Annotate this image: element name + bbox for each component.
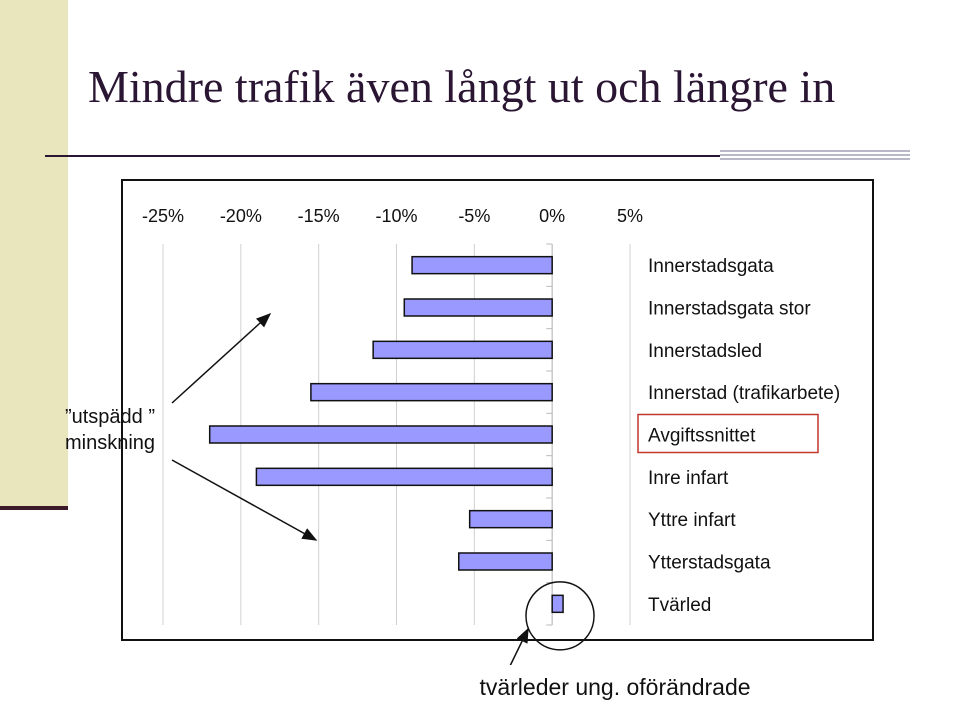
left-decor-band bbox=[0, 0, 68, 510]
title-divider-accent bbox=[720, 150, 910, 162]
bar bbox=[551, 594, 564, 614]
category-label: Avgiftssnittet bbox=[648, 426, 756, 447]
x-tick-label: 5% bbox=[617, 206, 643, 226]
x-tick-label: -15% bbox=[298, 206, 340, 226]
callout-line-1: ”utspädd ” bbox=[64, 406, 156, 428]
footer-arrow bbox=[509, 627, 529, 667]
x-tick-label: -5% bbox=[458, 206, 490, 226]
bar bbox=[310, 382, 553, 402]
category-label: Ytterstadsgata bbox=[648, 553, 771, 574]
category-label: Innerstadsgata bbox=[648, 256, 774, 277]
bar bbox=[255, 467, 553, 487]
category-label: Innerstadsled bbox=[648, 341, 762, 362]
x-tick-label: -25% bbox=[142, 206, 184, 226]
category-label: Inre infart bbox=[648, 468, 729, 489]
category-label: Innerstadsgata stor bbox=[648, 299, 811, 320]
callout-label: ”utspädd ” minskning bbox=[40, 404, 180, 456]
highlight-box bbox=[637, 413, 819, 454]
category-label: Innerstad (trafikarbete) bbox=[648, 383, 840, 404]
category-label: Yttre infart bbox=[648, 510, 736, 531]
x-tick-label: -20% bbox=[220, 206, 262, 226]
x-tick-label: 0% bbox=[539, 206, 565, 226]
callout-arrow-down bbox=[171, 459, 318, 541]
category-label: Tvärled bbox=[648, 595, 711, 616]
left-decor-rule bbox=[0, 506, 68, 510]
callout-arrow-up bbox=[171, 312, 272, 404]
bar bbox=[208, 425, 553, 444]
bar bbox=[372, 340, 553, 360]
callout-line-2: minskning bbox=[64, 432, 156, 454]
bar bbox=[403, 298, 553, 317]
slide-title: Mindre trafik även långt ut och längre i… bbox=[88, 61, 836, 112]
bar bbox=[468, 509, 553, 529]
footer-note: tvärleder ung. oförändrade bbox=[470, 665, 760, 709]
tvarled-circle bbox=[525, 581, 595, 651]
x-tick-label: -10% bbox=[375, 206, 417, 226]
bar bbox=[411, 255, 553, 275]
title-divider bbox=[45, 155, 910, 157]
bar bbox=[458, 552, 553, 571]
